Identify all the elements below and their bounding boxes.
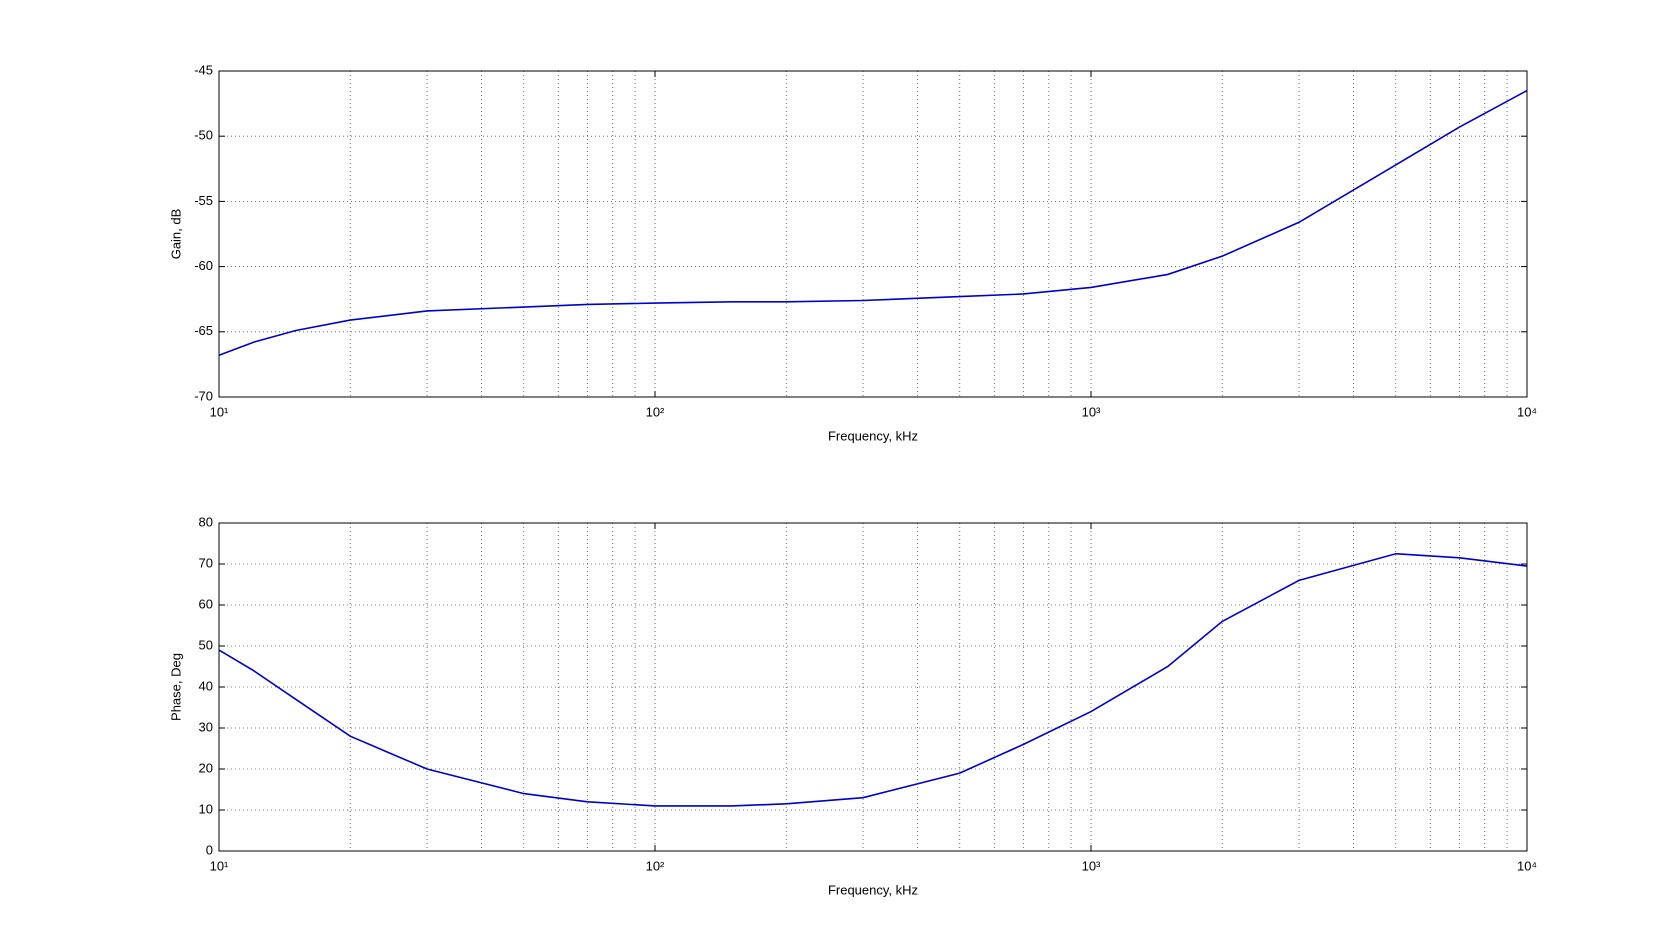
x-tick-label: 10⁴ [1517, 858, 1537, 873]
y-tick-label: -55 [194, 193, 213, 208]
y-tick-label: -60 [194, 258, 213, 273]
y-tick-label: 50 [199, 637, 213, 652]
y-tick-label: -70 [194, 388, 213, 403]
x-tick-label: 10³ [1082, 858, 1101, 873]
y-axis-label: Phase, Deg [168, 653, 183, 721]
y-tick-label: 40 [199, 678, 213, 693]
y-tick-label: 20 [199, 760, 213, 775]
y-axis-label: Gain, dB [168, 209, 183, 260]
y-tick-label: 80 [199, 514, 213, 529]
y-tick-label: -65 [194, 323, 213, 338]
plot-frame [218, 522, 1528, 852]
plot-frame [218, 70, 1528, 398]
y-tick-label: 10 [199, 801, 213, 816]
x-axis-label: Frequency, kHz [828, 428, 918, 443]
x-tick-label: 10¹ [210, 858, 229, 873]
plot-area [219, 71, 1527, 397]
x-tick-label: 10¹ [210, 404, 229, 419]
y-tick-label: 0 [206, 842, 213, 857]
y-tick-label: 70 [199, 555, 213, 570]
data-line [218, 552, 1528, 807]
x-tick-label: 10³ [1082, 404, 1101, 419]
x-tick-label: 10⁴ [1517, 404, 1537, 419]
y-tick-label: -50 [194, 128, 213, 143]
x-tick-label: 10² [646, 858, 665, 873]
y-tick-label: -45 [194, 62, 213, 77]
x-axis-label: Frequency, kHz [828, 882, 918, 897]
x-tick-label: 10² [646, 404, 665, 419]
data-line [218, 89, 1528, 357]
y-tick-label: 60 [199, 596, 213, 611]
y-tick-label: 30 [199, 719, 213, 734]
